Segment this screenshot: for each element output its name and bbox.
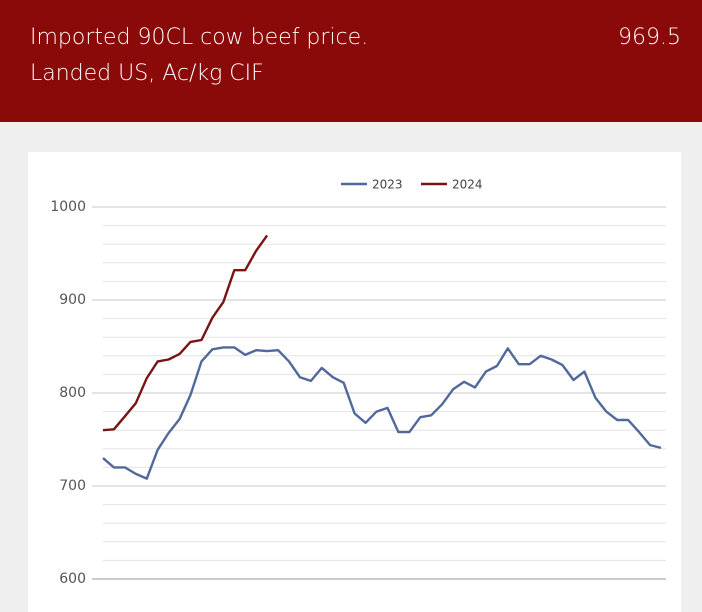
latest-value: 969.5 bbox=[618, 25, 681, 50]
chart-title: Imported 90CL cow beef price. Landed US,… bbox=[30, 25, 369, 86]
header: Imported 90CL cow beef price. Landed US,… bbox=[0, 0, 702, 122]
series-line bbox=[102, 234, 269, 432]
y-tick-label: 600 bbox=[59, 571, 86, 587]
series-line bbox=[102, 346, 662, 480]
y-tick-label: 900 bbox=[59, 292, 86, 308]
legend-label: 2023 bbox=[372, 178, 403, 192]
y-tick-label: 700 bbox=[59, 478, 86, 494]
y-tick-label: 1000 bbox=[50, 199, 86, 215]
chart-card: 600 700 800 900 1000 2023 2024 bbox=[28, 152, 681, 612]
chart: 600 700 800 900 1000 2023 2024 bbox=[50, 178, 666, 587]
legend-label: 2024 bbox=[452, 178, 483, 192]
y-tick-label: 800 bbox=[59, 385, 86, 401]
